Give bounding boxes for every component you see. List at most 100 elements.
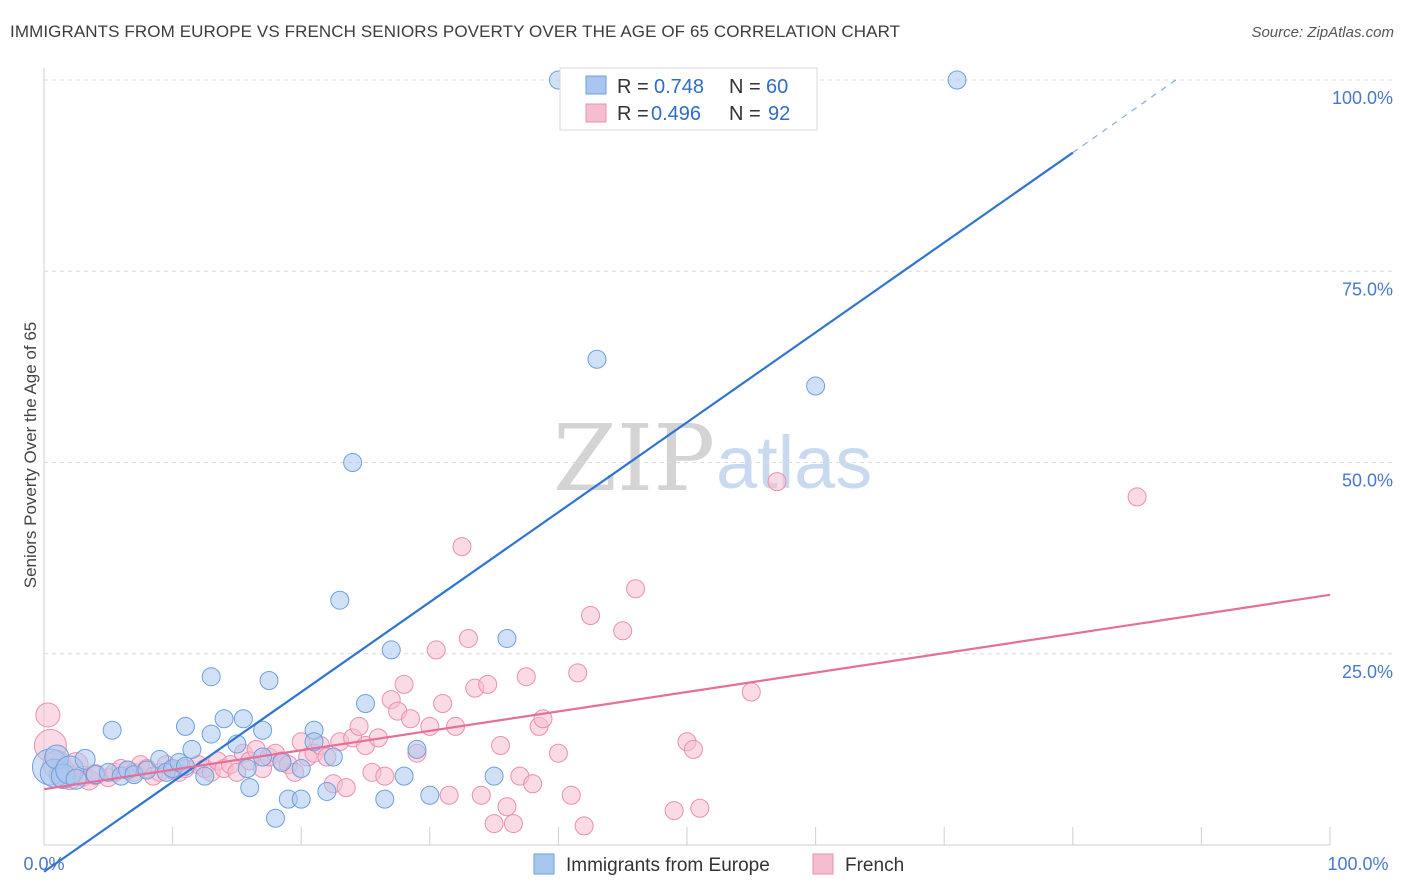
bottom-legend-swatch-europe [533,853,555,875]
europe-point [304,732,324,752]
y-tick-label-25: 25.0% [1342,662,1393,682]
trend-line-europe-extension [1072,79,1177,154]
europe-point [806,376,826,396]
french-point [458,628,478,648]
french-point [336,778,356,798]
y-tick-label-50: 50.0% [1342,471,1393,491]
europe-point [272,752,292,772]
french-point [1127,487,1147,507]
europe-point [201,724,221,744]
french-point [561,785,581,805]
legend-box: R = 0.748 N = 60 R = 0.496 N = 92 [559,67,818,131]
french-point [690,798,710,818]
y-axis-label: Seniors Poverty Over the Age of 65 [21,322,40,588]
legend-r-value-french: 0.496 [651,103,701,125]
french-point [741,682,761,702]
french-point [349,716,369,736]
europe-point [317,781,337,801]
series-europe-points [31,70,967,828]
legend-n-label-french: N = [729,103,761,125]
europe-point [343,453,363,472]
french-point [574,816,594,836]
trend-lines [43,79,1331,873]
french-point [478,674,498,694]
europe-point [587,349,607,369]
europe-point [381,640,401,660]
europe-point [291,759,311,778]
french-point [439,785,459,805]
french-point [683,739,703,759]
europe-point [233,709,253,729]
x-tick-marks [172,827,1331,845]
bottom-legend: Immigrants from Europe French [533,853,904,876]
french-point [664,801,684,821]
french-point [497,797,517,817]
legend-swatch-europe [585,75,607,95]
europe-point [497,628,517,648]
europe-point [102,720,122,740]
french-point [626,579,646,599]
french-point [401,709,421,729]
europe-point [253,720,273,740]
legend-r-label-french: R = [617,103,649,125]
french-point [394,674,414,694]
french-point [516,667,536,687]
x-tick-label-max: 100.0% [1327,854,1388,874]
legend-swatch-french [585,103,607,123]
french-point [503,814,523,834]
french-point [767,472,787,492]
europe-point [356,693,375,713]
europe-point [407,739,427,759]
europe-point [420,785,440,805]
europe-point [265,808,285,828]
europe-point [237,759,257,778]
europe-point [484,766,504,786]
bottom-legend-label-europe: Immigrants from Europe [566,855,770,876]
trend-line-europe [43,151,1074,873]
bottom-legend-label-french: French [845,855,904,876]
legend-n-value-europe: 60 [766,76,788,98]
europe-point [947,70,967,90]
watermark-atlas: atlas [716,421,872,504]
french-point [375,766,395,786]
french-point [426,640,446,660]
legend-r-label-europe: R = [617,76,649,98]
legend-n-label-europe: N = [729,76,761,98]
europe-point [259,671,279,691]
europe-point [394,766,414,786]
trend-line-french [43,593,1331,791]
y-tick-label-100: 100.0% [1332,88,1393,108]
chart-title: IMMIGRANTS FROM EUROPE VS FRENCH SENIORS… [10,22,901,41]
legend-n-value-french: 92 [768,103,790,125]
europe-point [182,739,202,759]
europe-point [195,766,215,786]
source-label: Source: ZipAtlas.com [1251,24,1394,41]
y-tick-labels: 25.0% 50.0% 75.0% 100.0% [1332,88,1393,682]
europe-point [201,667,221,687]
europe-point [74,748,96,770]
french-point [568,663,588,683]
french-point [484,814,504,834]
french-point [581,606,601,625]
french-point [471,785,491,805]
europe-point [323,747,343,767]
europe-point [214,709,234,729]
europe-point [175,716,195,736]
french-point [452,537,472,557]
french-point [433,693,453,713]
europe-point [240,778,260,798]
french-point [35,702,61,728]
legend-r-value-europe: 0.748 [654,76,704,98]
french-point [548,743,568,763]
gridlines [44,79,1395,655]
europe-point [375,789,395,809]
french-point [491,736,511,756]
french-point [613,621,633,641]
y-tick-label-75: 75.0% [1342,279,1393,299]
europe-point [291,789,311,809]
europe-point [330,590,350,610]
french-point [523,774,543,794]
bottom-legend-swatch-french [812,853,834,875]
x-tick-label-min: 0.0% [23,854,64,874]
